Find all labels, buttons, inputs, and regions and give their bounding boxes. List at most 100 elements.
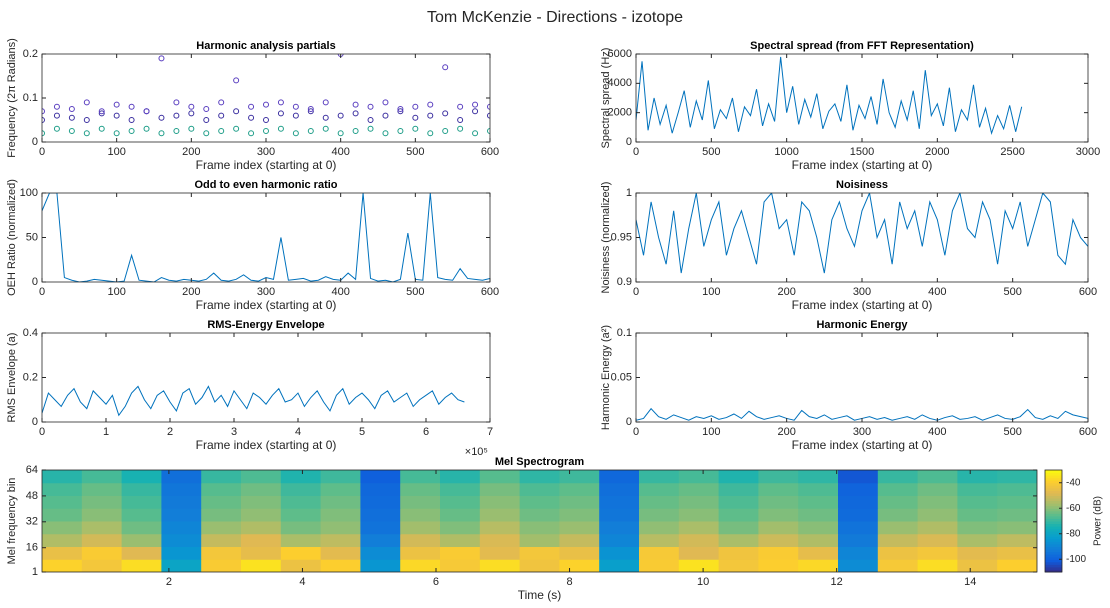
partial-point — [233, 108, 240, 115]
heat-cell — [798, 546, 839, 560]
partial-point — [248, 130, 255, 137]
heat-cell — [400, 470, 441, 484]
heat-cell — [161, 495, 202, 509]
heat-cell — [877, 546, 919, 560]
partial-point — [263, 101, 269, 108]
partial-point — [322, 114, 329, 121]
x-axis-label: Frame index (starting at 0) — [196, 298, 337, 312]
x-tick-label: 300 — [853, 426, 871, 438]
heat-cell — [121, 482, 162, 496]
heat-cell — [957, 482, 998, 496]
colorbar-tick-label: -100 — [1066, 554, 1086, 565]
partial-point — [113, 101, 120, 108]
partial-point — [457, 117, 464, 123]
partial-point — [263, 128, 269, 134]
heat-cell — [639, 470, 680, 484]
plot-content — [42, 54, 490, 137]
heat-cell — [917, 559, 958, 572]
colorbar-step — [1045, 541, 1062, 545]
heat-cell — [440, 495, 481, 509]
heat-cell — [519, 495, 560, 509]
heat-cell — [758, 495, 799, 509]
colorbar-step — [1045, 470, 1062, 474]
heat-cell — [479, 508, 521, 522]
partial-point — [322, 99, 329, 106]
heat-cell — [838, 521, 879, 535]
heat-cell — [559, 546, 600, 560]
partial-point — [158, 55, 165, 62]
heat-cell — [519, 533, 560, 547]
colorbar-frame — [1044, 469, 1063, 573]
partial-point — [322, 125, 329, 132]
partial-point — [203, 130, 210, 137]
x-tick-label: 100 — [702, 426, 720, 438]
x-tick-label: 0 — [633, 146, 639, 158]
x-tick-label: 300 — [257, 286, 275, 298]
y-tick-label: 50 — [26, 231, 38, 243]
heat-cell — [678, 482, 720, 496]
colorbar-step — [1045, 561, 1062, 565]
partial-point — [53, 103, 60, 110]
y-axis-label: Mel frequency bin — [6, 478, 18, 565]
heat-cell — [280, 559, 322, 572]
colorbar-step — [1045, 531, 1062, 535]
partial-point — [188, 103, 195, 110]
heat-cell — [917, 508, 958, 522]
partial-point — [472, 101, 479, 108]
heat-cell — [241, 559, 282, 572]
colorbar-step — [1045, 480, 1062, 484]
heat-cell — [519, 521, 560, 535]
y-tick-label: 0.1 — [23, 92, 38, 104]
heat-cell — [121, 470, 162, 484]
partial-point — [173, 128, 180, 134]
heat-cell — [201, 508, 242, 522]
y-axis-label: Noisiness (normalized) — [600, 182, 612, 294]
partial-point — [367, 117, 374, 123]
heat-cell — [838, 559, 879, 572]
colorbar-step — [1045, 518, 1062, 522]
colorbar-tick-label: -60 — [1066, 503, 1081, 514]
plot-area — [42, 54, 490, 142]
y-tick-label: 0.2 — [23, 371, 38, 383]
colorbar-step — [1045, 538, 1062, 542]
heat-cell — [798, 470, 839, 484]
heat-cell — [599, 521, 640, 535]
heat-cell — [678, 495, 720, 509]
y-tick-label: 100 — [20, 187, 38, 199]
heat-cell — [877, 495, 919, 509]
heat-cell — [718, 470, 759, 484]
heat-cell — [81, 508, 123, 522]
partial-point — [188, 110, 195, 117]
heat-cell — [81, 482, 123, 496]
x-tick-label: 100 — [107, 146, 125, 158]
x-tick-label: 0 — [39, 146, 45, 158]
heat-cell — [479, 521, 521, 535]
y-axis-label: Spectral spread (Hz) — [600, 48, 612, 149]
x-axis-label: Time (s) — [518, 588, 562, 602]
heat-cell — [161, 482, 202, 496]
colorbar-step — [1045, 546, 1062, 550]
heat-cell — [320, 546, 361, 560]
x-axis-label: Frame index (starting at 0) — [196, 438, 337, 452]
heat-cell — [639, 533, 680, 547]
colorbar-step — [1045, 498, 1062, 502]
data-line — [636, 193, 1088, 274]
heat-cell — [519, 482, 560, 496]
heat-cell — [161, 470, 202, 484]
colorbar-tick-label: -40 — [1066, 477, 1081, 488]
x-tick-label: 400 — [331, 286, 349, 298]
heat-cell — [201, 470, 242, 484]
y-tick-label: 4000 — [608, 77, 632, 89]
partial-point — [307, 128, 314, 134]
x-tick-label: 200 — [182, 286, 200, 298]
y-tick-label: 0.05 — [611, 371, 632, 383]
y-axis-label: Frequency (2π Radians) — [6, 38, 18, 157]
partial-point — [487, 112, 490, 119]
y-axis-label: OEH Ratio (normalized) — [6, 179, 18, 296]
x-tick-label: 4 — [299, 576, 305, 588]
heat-cell — [639, 546, 680, 560]
data-line — [636, 56, 1023, 135]
heat-cell — [718, 546, 759, 560]
heat-cell — [479, 533, 521, 547]
